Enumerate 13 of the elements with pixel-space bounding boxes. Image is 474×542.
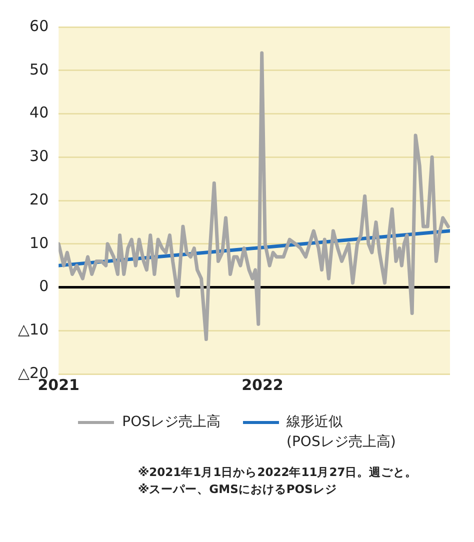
y-tick-label: 10: [30, 234, 49, 252]
x-tick-label: 2022: [242, 376, 284, 394]
y-tick-label: △10: [18, 320, 49, 339]
legend-label: POSレジ売上高: [122, 413, 221, 432]
y-tick-label: 40: [30, 104, 49, 122]
y-tick-label: 60: [30, 16, 49, 35]
text: ※2021年1月1日から2022年11月27日。週ごと。: [138, 464, 418, 481]
text: ※スーパー、GMSにおけるPOSレジ: [138, 481, 338, 498]
legend-label: 線形近似 (POSレジ売上高): [286, 413, 396, 452]
y-tick-label: 20: [30, 190, 49, 208]
y-tick-label: 30: [30, 147, 49, 166]
y-tick-label: 50: [30, 60, 49, 78]
y-tick-label: 0: [39, 277, 49, 296]
